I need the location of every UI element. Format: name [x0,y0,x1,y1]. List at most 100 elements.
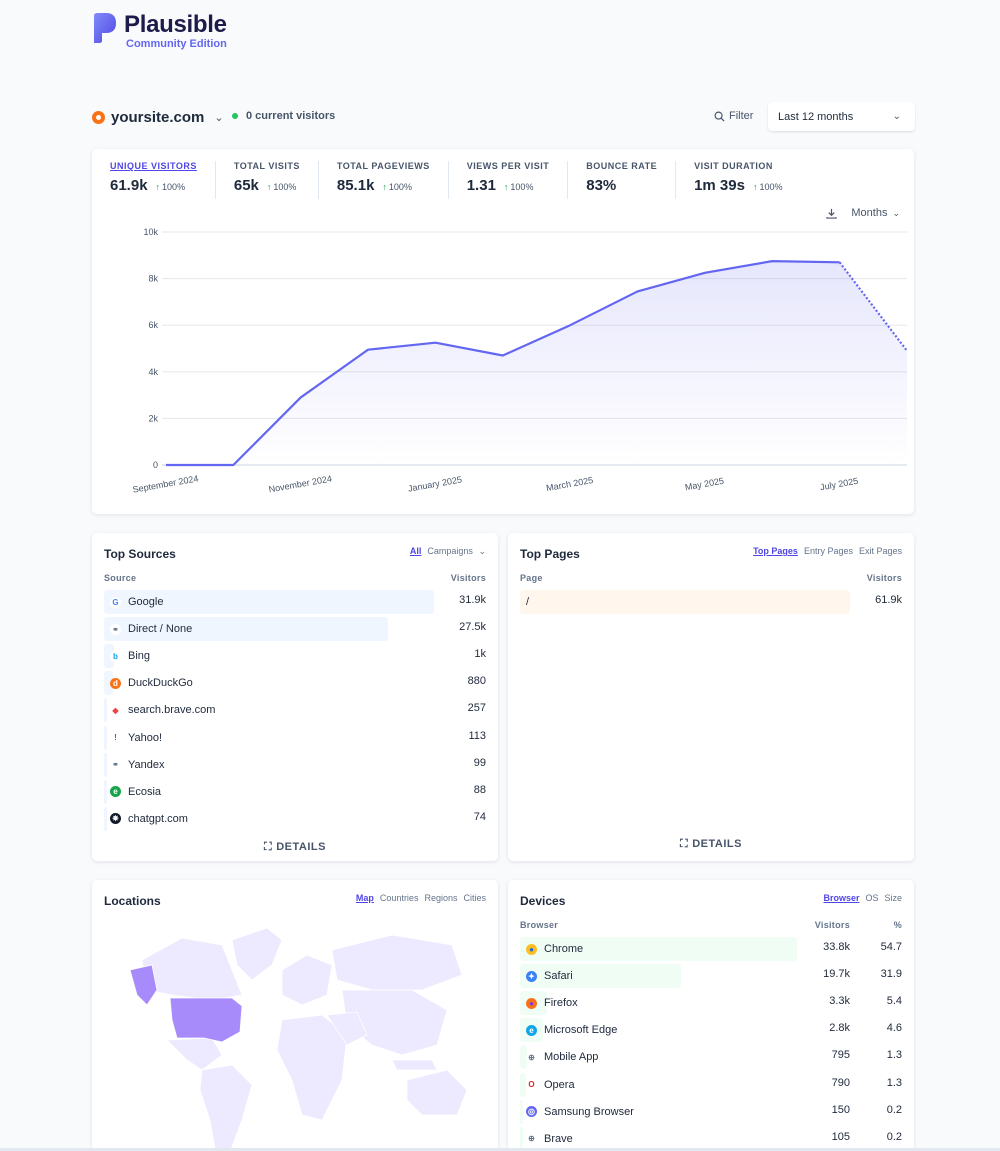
y-tick-label: 8k [148,274,158,284]
col-visitors: Visitors [866,573,902,583]
source-row[interactable]: ✵ chatgpt.com 74 [104,806,486,831]
download-icon[interactable] [826,208,838,219]
edge-icon: e [526,1024,537,1036]
current-visitors[interactable]: 0 current visitors [232,110,335,122]
source-bar [104,752,107,777]
pages-details-button[interactable]: ⛶ DETAILS [508,838,914,851]
tab-top-pages[interactable]: Top Pages [753,546,798,556]
site-switcher[interactable]: yoursite.com ⌄ [92,106,224,128]
source-bar [104,644,115,669]
stat-row: 61.9k ↑ 100% [110,177,197,194]
source-name: Ecosia [128,785,162,798]
browser-row[interactable]: ✦ Safari 19.7k 31.9 [520,964,902,989]
browser-row[interactable]: ● Firefox 3.3k 5.4 [520,991,902,1016]
tab-all[interactable]: All [409,546,422,556]
browser-row[interactable]: ⊕ Brave 105 0.2 [520,1126,902,1151]
y-tick-label: 10k [143,227,158,237]
visitors-graph-card: Unique visitors 61.9k ↑ 100% Total visits… [92,149,914,514]
expand-icon: ⛶ [264,841,273,853]
map-mexico [166,1037,223,1071]
y-tick-label: 0 [153,460,158,470]
source-row[interactable]: d DuckDuckGo 880 [104,671,486,696]
stat-change: ↑ 100% [504,182,534,192]
tab-entry-pages[interactable]: Entry Pages [803,546,853,556]
sources-details-button[interactable]: ⛶ DETAILS [92,841,498,854]
interval-picker[interactable]: Months ⌄ [826,207,900,219]
tab-os[interactable]: OS [865,893,879,903]
stat-total-visits[interactable]: Total visits 65k ↑ 100% [234,161,319,199]
top-sources-card: Top Sources All Campaigns ⌄ Source Visit… [92,533,498,861]
stat-views-per-visit[interactable]: Views per visit 1.31 ↑ 100% [467,161,569,199]
locations-title: Locations [104,894,161,908]
filter-button[interactable]: Filter [714,110,753,122]
locations-card: Locations Map Countries Regions Cities [92,880,498,1151]
browser-label: ● Chrome [526,943,583,955]
browser-label: e Microsoft Edge [526,1024,617,1036]
stat-bounce-rate[interactable]: Bounce rate 83% [586,161,677,199]
browser-row[interactable]: e Microsoft Edge 2.8k 4.6 [520,1018,902,1043]
source-visitors: 31.9k [459,594,486,606]
tab-size[interactable]: Size [884,893,902,903]
x-tick-label: March 2025 [545,475,594,493]
stat-value: 1m 39s [694,177,745,194]
tab-map[interactable]: Map [355,893,374,903]
tab-campaigns[interactable]: Campaigns ⌄ [427,546,486,557]
source-label: b Bing [110,650,150,662]
brand-logo[interactable]: Plausible Community Edition [92,12,227,50]
browser-label: ✦ Safari [526,970,573,982]
browser-percent: 0.2 [886,1130,902,1143]
tab-countries[interactable]: Countries [379,893,419,903]
browser-visitors: 33.8k [823,941,850,953]
browser-bar [520,937,797,961]
source-name: chatgpt.com [128,812,188,825]
col-browser: Browser [520,920,559,930]
stat-visit-duration[interactable]: Visit duration 1m 39s ↑ 100% [694,161,800,199]
browser-row[interactable]: ⊕ Mobile App 795 1.3 [520,1045,902,1070]
source-label: ⚭ Yandex [110,759,165,771]
top-pages-card: Top Pages Top Pages Entry Pages Exit Pag… [508,533,914,861]
visitors-chart[interactable]: 0 2k 4k 6k 8k 10k September 2024 November 2024 J… [92,221,914,506]
stat-change: ↑ 100% [267,182,297,192]
source-row[interactable]: G Google 31.9k [104,590,486,614]
tab-exit-pages[interactable]: Exit Pages [858,546,902,556]
browser-visitors: 105 [831,1130,850,1143]
duckduckgo-icon: d [110,677,121,689]
source-label: G Google [110,596,163,608]
source-row[interactable]: b Bing 1k [104,644,486,669]
stat-value: 65k [233,177,259,194]
source-row[interactable]: e Ecosia 88 [104,779,486,804]
chevron-down-icon: ⌄ [892,111,901,122]
browser-bar [520,964,682,989]
map-south-america [199,1064,253,1151]
source-row[interactable]: ⚭ Yandex 99 [104,752,486,777]
browser-row[interactable]: ◎ Samsung Browser 150 0.2 [520,1099,902,1124]
page-row[interactable]: / 61.9k [520,590,902,614]
tab-browser[interactable]: Browser [823,893,860,903]
series-line [166,260,840,467]
browser-bar [520,1045,527,1070]
source-row[interactable]: ◆ search.brave.com 257 [104,698,486,723]
browser-row[interactable]: O Opera 790 1.3 [520,1072,902,1097]
site-favicon-icon [92,110,105,124]
chevron-down-icon: ⌄ [892,207,900,218]
source-bar [104,779,107,804]
browser-bar [520,1099,523,1124]
date-range-select[interactable]: Last 12 months ⌄ [768,102,915,131]
browser-row[interactable]: ● Chrome 33.8k 54.7 [520,937,902,961]
browser-label: ⊕ Mobile App [526,1051,598,1063]
interval-label: Months [851,207,888,219]
stat-row: 85.1k ↑ 100% [337,177,430,194]
source-name: Direct / None [128,623,193,636]
world-map[interactable] [92,920,498,1151]
tab-cities[interactable]: Cities [463,893,486,903]
stat-unique-visitors[interactable]: Unique visitors 61.9k ↑ 100% [110,161,216,199]
source-row[interactable]: ⚭ Direct / None 27.5k [104,617,486,642]
source-row[interactable]: ! Yahoo! 113 [104,725,486,750]
x-tick-label: January 2025 [407,474,462,493]
source-name: Bing [128,650,151,663]
arrow-up-icon: ↑ [503,182,509,192]
tab-regions[interactable]: Regions [424,893,458,903]
source-visitors: 113 [468,729,486,742]
source-label: ! Yahoo! [110,732,162,744]
stat-total-pageviews[interactable]: Total pageviews 85.1k ↑ 100% [337,161,449,199]
